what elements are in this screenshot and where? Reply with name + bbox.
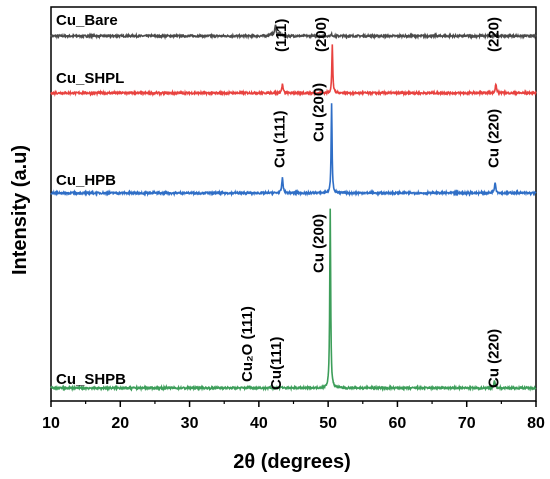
series-name-label: Cu_SHPL: [56, 70, 124, 87]
y-axis-title: Intensity (a.u): [9, 145, 31, 275]
peak-label: Cu (200): [310, 83, 327, 142]
x-tick-label: 60: [389, 415, 407, 432]
peak-label: Cu (220): [486, 329, 503, 388]
peak-label: Cu (111): [272, 110, 289, 168]
series-line-cu-hpb: [50, 103, 537, 198]
x-tick-label: 40: [250, 415, 268, 432]
x-tick-label: 10: [42, 415, 60, 432]
plot-frame: [50, 6, 537, 402]
series-name-label: Cu_SHPB: [56, 371, 126, 388]
peak-label: (200): [313, 17, 330, 52]
x-tick-label: 30: [181, 415, 199, 432]
peak-label: (220): [486, 17, 503, 52]
series-line-cu-shpl: [50, 44, 537, 98]
x-tick-label: 50: [319, 415, 337, 432]
x-axis-title: 2θ (degrees): [233, 451, 351, 473]
peak-label: Cu (220): [486, 109, 503, 168]
x-tick-label: 20: [111, 415, 129, 432]
label-layer: Cu_Bare Cu_SHPL (111) (200) (220) Cu_HPB Cu (1…: [56, 12, 503, 390]
plot-border: [50, 6, 537, 402]
series-line-cu-bare: [50, 24, 537, 41]
series-line-cu-shpb: [50, 208, 537, 393]
peak-label: Cu (200): [310, 214, 327, 273]
peak-label: Cu₂O (111): [239, 306, 256, 382]
peak-label: Cu(111): [268, 337, 285, 390]
x-tick-label: 70: [458, 415, 476, 432]
peak-label: (111): [273, 19, 290, 52]
series-name-label: Cu_HPB: [56, 172, 116, 189]
x-tick-label: 80: [527, 415, 545, 432]
series-layer: [50, 24, 537, 393]
tick-layer: 10 20 30 40 50 60 70 80: [42, 401, 545, 432]
series-name-label: Cu_Bare: [56, 12, 118, 29]
